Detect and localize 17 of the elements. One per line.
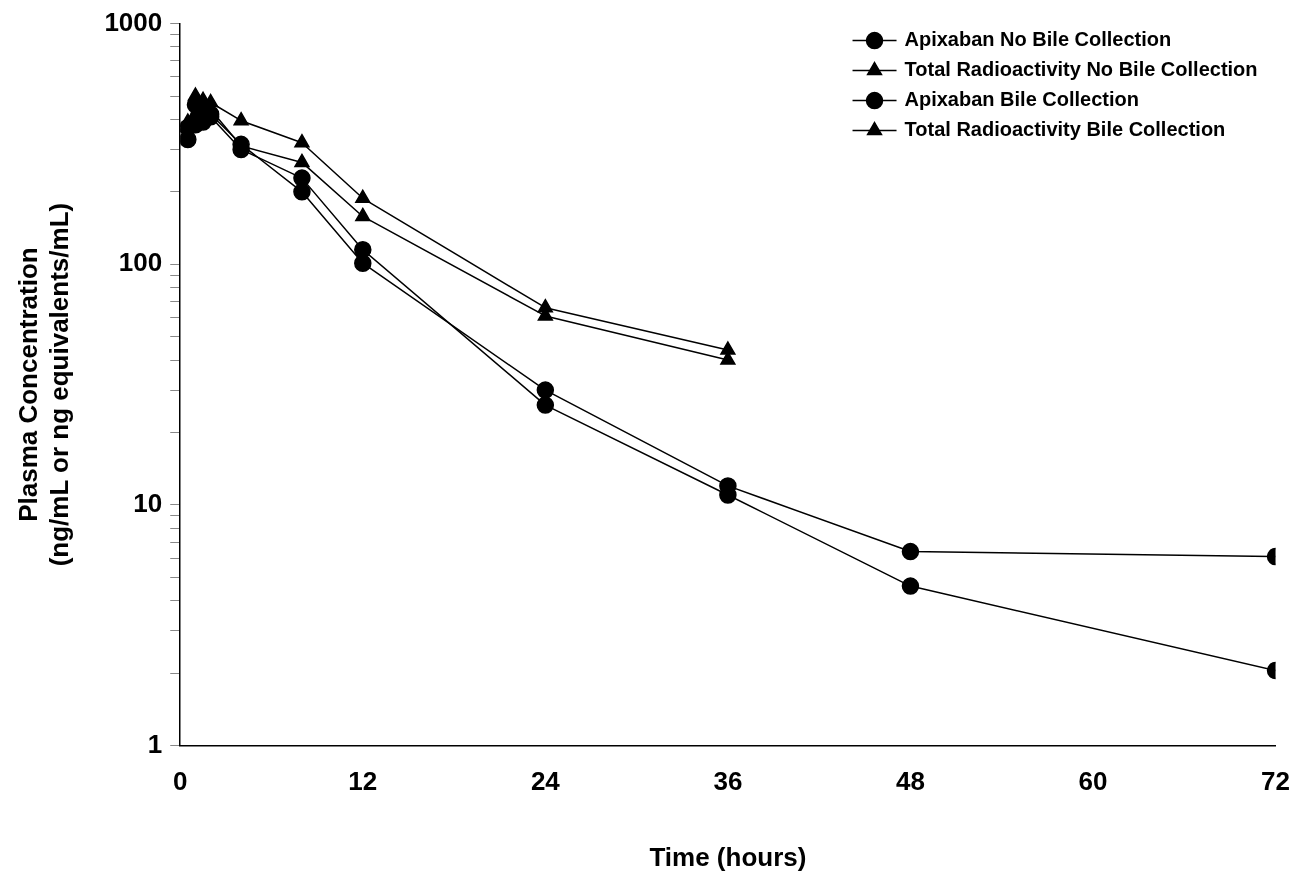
x-tick-label: 72 [1261, 766, 1290, 797]
y-axis-title: Plasma Concentration (ng/mL or ng equivalents/mL) [12, 202, 74, 567]
legend-label: Total Radioactivity Bile Collection [904, 118, 1226, 141]
legend-label: Total Radioactivity No Bile Collection [904, 58, 1258, 81]
y-tick-label: 100 [118, 247, 163, 278]
y-tick-label: 1 [147, 728, 163, 759]
legend-label: Apixaban No Bile Collection [904, 28, 1172, 51]
x-tick-label: 48 [895, 766, 925, 797]
x-tick-label: 24 [530, 766, 561, 797]
x-tick-label: 36 [713, 766, 743, 797]
x-axis-title: Time (hours) [649, 841, 807, 872]
x-tick-label: 12 [348, 766, 378, 797]
y-tick-label: 1000 [104, 6, 163, 37]
legend-label: Apixaban Bile Collection [904, 88, 1140, 111]
x-tick-label: 0 [173, 766, 188, 797]
x-tick-label: 60 [1078, 766, 1108, 797]
y-tick-label: 10 [133, 488, 163, 519]
